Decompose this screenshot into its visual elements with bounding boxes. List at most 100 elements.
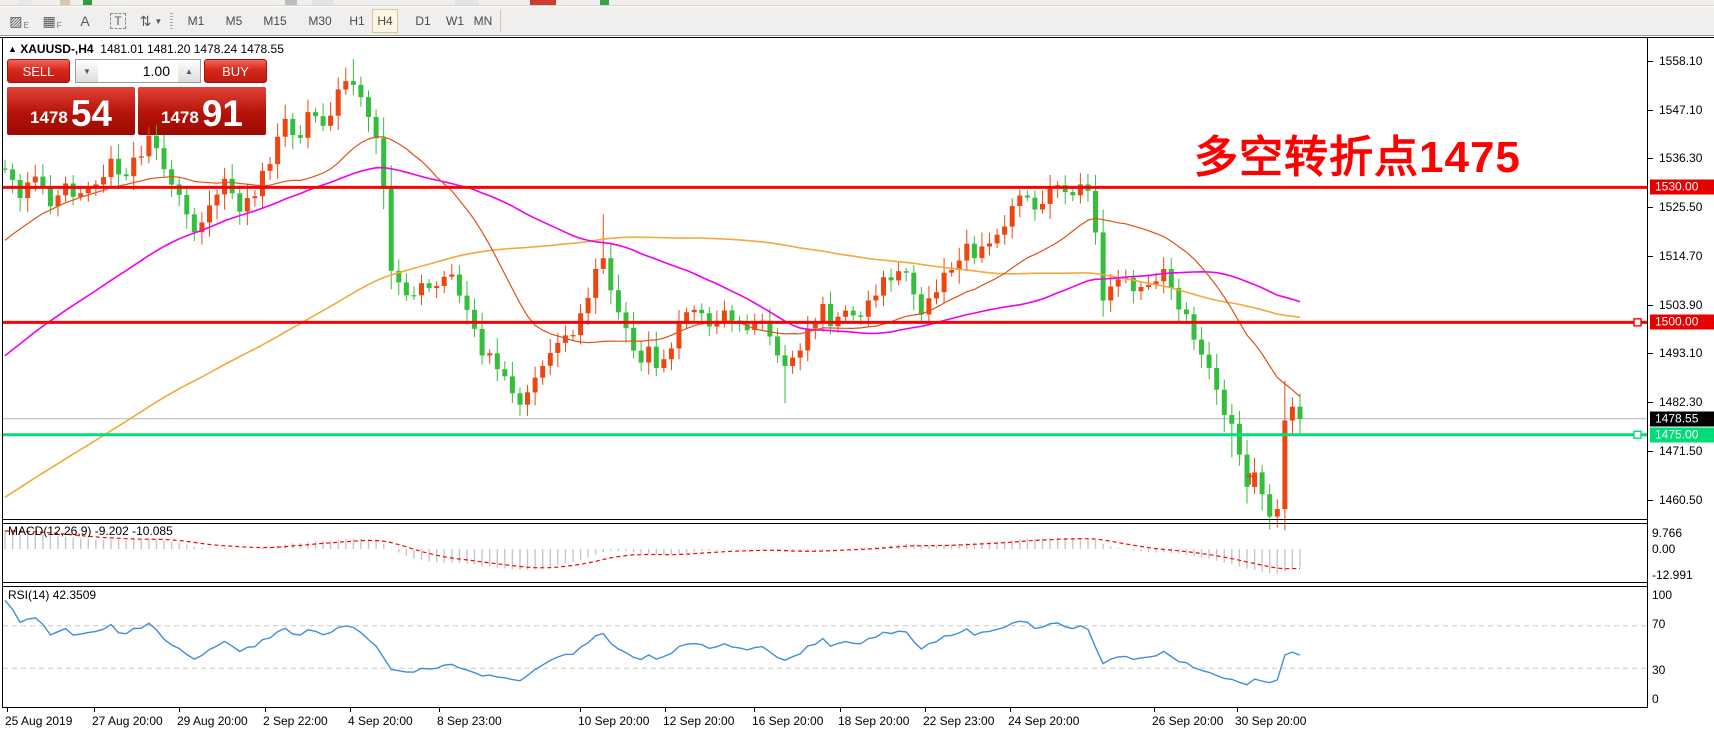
price-axis-label[interactable]: 1471.50 [1659,444,1703,458]
one-click-trading-panel: SELL ▼ 1.00 ▲ BUY 1478 54 1478 91 [7,59,267,135]
cross-object-marker[interactable]: † [1246,471,1255,488]
chevron-up-icon: ▲ [185,66,193,76]
volume-decrease-button[interactable]: ▼ [76,60,98,82]
current-price-badge: 1478.55 [1650,411,1714,427]
cutoff-toolbar-fragment [83,0,92,5]
timeframe-button-m5[interactable]: M5 [225,14,243,28]
date-axis-tick [754,708,755,712]
timeframe-button-h4[interactable]: H4 [372,9,398,33]
chart-annotation-text: 多空转折点1475 [1194,133,1521,182]
price-axis-label[interactable]: 1514.70 [1659,249,1703,263]
price-axis-label[interactable]: 1536.30 [1659,151,1703,165]
buy-quote-button[interactable]: 1478 91 [138,87,266,135]
price-axis-label[interactable]: 1493.10 [1659,346,1703,360]
text-label-icon[interactable]: A [80,13,90,29]
horizontal-level-lines[interactable] [3,185,1647,439]
panel-separator[interactable] [2,582,1648,583]
price-axis-tick [1648,402,1653,403]
price-axis-tick [1648,353,1653,354]
macd-panel[interactable] [4,530,1301,574]
date-axis-label[interactable]: 4 Sep 20:00 [348,714,413,728]
cutoff-toolbar-fragment [600,0,609,5]
timeframe-button-mn[interactable]: MN [473,14,493,28]
price-axis-tick [1648,61,1653,62]
macd-axis-label[interactable]: 0.00 [1652,542,1676,556]
date-axis-label[interactable]: 29 Aug 20:00 [177,714,248,728]
timeframe-button-m1[interactable]: M1 [187,14,205,28]
timeframe-button-m15[interactable]: M15 [263,14,287,28]
date-axis-label[interactable]: 22 Sep 23:00 [923,714,995,728]
price-axis-tick [1648,207,1653,208]
panel-separator[interactable] [2,586,1648,587]
rsi-axis-label[interactable]: 70 [1652,617,1666,631]
date-axis-label[interactable]: 18 Sep 20:00 [838,714,910,728]
rsi-axis-label[interactable]: 30 [1652,663,1666,677]
timeframe-button-h1[interactable]: H1 [349,14,365,28]
price-chart-svg[interactable] [0,37,1714,732]
grid-fibo-icon[interactable]: ▦ F [42,12,62,30]
date-axis-tick [439,708,440,712]
macd-axis-label[interactable]: 9.766 [1652,526,1683,540]
rsi-panel[interactable] [3,599,1647,686]
sell-price-small: 1478 [30,108,68,127]
cutoff-toolbar-fragment [530,0,556,5]
rsi-indicator-label: RSI(14) 42.3509 [8,588,96,602]
chevron-down-icon: ▼ [83,66,91,76]
timeframe-button-d1[interactable]: D1 [415,14,431,28]
date-axis-label[interactable]: 27 Aug 20:00 [92,714,163,728]
date-axis-label[interactable]: 16 Sep 20:00 [752,714,824,728]
bar-high-value: 1481.20 [147,42,191,56]
buy-button[interactable]: BUY [204,59,267,83]
hatch-expert-icon[interactable]: ▨ E [9,12,29,30]
arrows-objects-icon[interactable]: ⇅ ▼ [139,12,163,29]
date-axis-label[interactable]: 10 Sep 20:00 [578,714,650,728]
date-axis-tick [265,708,266,712]
date-axis-tick [1010,708,1011,712]
rsi-value: 42.3509 [52,588,97,602]
date-axis-label[interactable]: 12 Sep 20:00 [663,714,735,728]
level-badge-1530.00: 1530.00 [1650,179,1714,195]
chart-window[interactable]: ▲ XAUUSD-,H4 1481.01 1481.20 1478.24 147… [0,37,1714,732]
buy-price-small: 1478 [161,108,199,127]
date-axis-label[interactable]: 8 Sep 23:00 [437,714,502,728]
panel-separator[interactable] [2,523,1648,524]
toolbar-drag-handle[interactable] [170,13,173,29]
date-axis-tick [179,708,180,712]
bar-close-value: 1478.55 [240,42,284,56]
volume-input[interactable]: 1.00 [142,63,170,79]
volume-increase-button[interactable]: ▲ [178,60,200,82]
price-axis-label[interactable]: 1547.10 [1659,103,1703,117]
date-axis-tick [350,708,351,712]
price-axis-label[interactable]: 1460.50 [1659,493,1703,507]
price-axis-label[interactable]: 1558.10 [1659,54,1703,68]
buy-price-big: 91 [201,92,243,134]
sell-quote-button[interactable]: 1478 54 [7,87,135,135]
rsi-axis-label[interactable]: 0 [1652,692,1659,706]
sell-button[interactable]: SELL [7,59,70,83]
date-axis-label[interactable]: 30 Sep 20:00 [1235,714,1307,728]
date-axis-label[interactable]: 2 Sep 22:00 [263,714,328,728]
price-axis-label[interactable]: 1482.30 [1659,395,1703,409]
price-axis-tick [1648,500,1653,501]
price-axis-tick [1648,256,1653,257]
panel-separator[interactable] [2,519,1648,520]
date-axis-tick [665,708,666,712]
price-axis-label[interactable]: 1525.50 [1659,200,1703,214]
bar-low-value: 1478.24 [193,42,238,56]
date-axis-label[interactable]: 25 Aug 2019 [5,714,73,728]
window-top-border [0,37,1714,38]
cutoff-toolbar-fragment [60,0,70,5]
price-axis-tick [1648,158,1653,159]
date-axis-label[interactable]: 24 Sep 20:00 [1008,714,1080,728]
price-axis-tick [1648,451,1653,452]
timeframe-button-m30[interactable]: M30 [308,14,332,28]
text-box-icon[interactable]: T [103,9,133,33]
date-axis-label[interactable]: 26 Sep 20:00 [1152,714,1224,728]
level-badge-1500.00: 1500.00 [1650,314,1714,330]
rsi-axis-label[interactable]: 100 [1652,588,1673,602]
toolbar-separator [500,10,501,32]
price-axis-label[interactable]: 1503.90 [1659,298,1703,312]
timeframe-button-w1[interactable]: W1 [446,14,464,28]
macd-axis-label[interactable]: -12.991 [1652,568,1693,582]
candles[interactable] [2,59,1303,531]
